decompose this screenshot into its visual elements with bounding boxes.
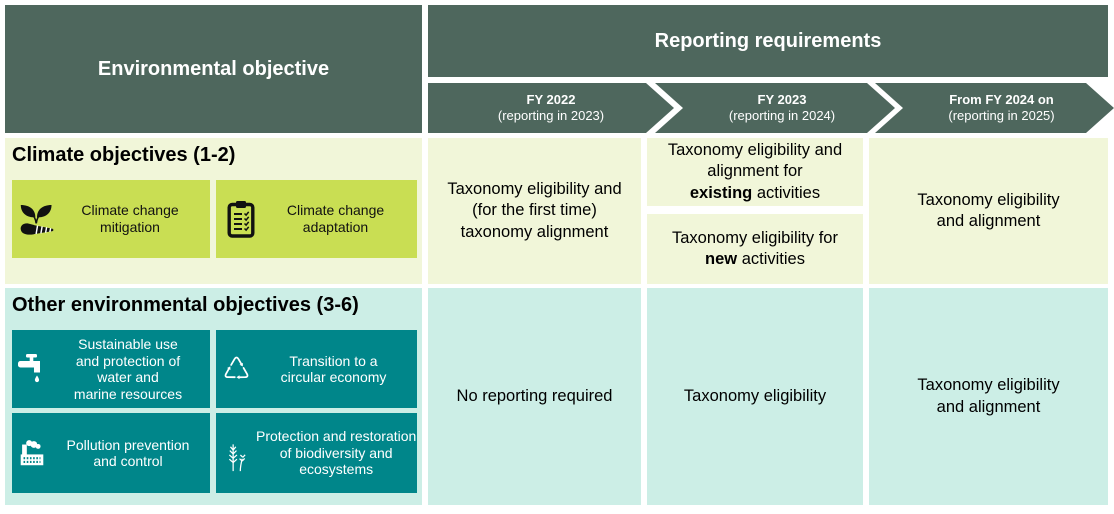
- circular-economy-box: Transition to a circular economy: [216, 330, 417, 408]
- environmental-objective-title: Environmental objective: [97, 57, 330, 80]
- other-objectives-panel: Other environmental objectives (3-6) Sus…: [5, 288, 422, 505]
- cell-climate-fy2024: Taxonomy eligibility and alignment: [869, 138, 1108, 284]
- fy2022-title: FY 2022: [526, 92, 576, 107]
- cell-climate-fy2023-existing: Taxonomy eligibility and alignment for ex…: [647, 138, 863, 206]
- reporting-requirements-header: Reporting requirements: [428, 5, 1108, 77]
- cell-climate-fy2023-new-text: Taxonomy eligibility for new activities: [672, 228, 838, 271]
- existing-bold: existing: [689, 183, 753, 202]
- reporting-requirements-title: Reporting requirements: [654, 29, 882, 52]
- cell-other-fy2024-text: Taxonomy eligibility and alignment: [917, 376, 1060, 416]
- fy2024-subtitle: (reporting in 2025): [948, 108, 1055, 123]
- timeline-arrow-fy2024: From FY 2024 on (reporting in 2025): [875, 83, 1114, 133]
- new-bold: new: [705, 250, 738, 268]
- climate-adaptation-label: Climate change adaptation: [286, 201, 385, 236]
- fy2023-title: FY 2023: [757, 92, 807, 107]
- climate-mitigation-label: Climate change mitigation: [81, 201, 179, 236]
- fy2023-subtitle: (reporting in 2024): [728, 108, 836, 123]
- climate-change-mitigation-icon: [12, 200, 62, 238]
- other-objectives-title: Other environmental objectives (3-6): [12, 294, 359, 316]
- new-cell-line: Taxonomy eligibility for: [672, 228, 838, 247]
- cell-climate-fy2023-existing-text: Taxonomy eligibility and alignment for ex…: [668, 140, 842, 205]
- water-label: Sustainable use and protection of water an…: [73, 336, 183, 402]
- cell-climate-fy2022: Taxonomy eligibility and (for the first t…: [428, 138, 641, 284]
- cell-climate-fy2023-new: Taxonomy eligibility for new activities: [647, 214, 863, 284]
- water-icon: [12, 352, 52, 386]
- biodiversity-box: Protection and restoration of biodiversit…: [216, 413, 417, 493]
- fy2024-title: From FY 2024 on: [949, 92, 1054, 107]
- pollution-box: Pollution prevention and control: [12, 413, 210, 493]
- timeline-label-fy2023: FY 2023 (reporting in 2024): [729, 92, 835, 124]
- fy2022-subtitle: (reporting in 2023): [497, 108, 605, 123]
- climate-objectives-panel: Climate objectives (1-2) Climate change m…: [5, 138, 422, 284]
- cell-climate-fy2024-text: Taxonomy eligibility and alignment: [917, 190, 1060, 231]
- environmental-objective-header: Environmental objective: [5, 5, 422, 133]
- timeline-label-fy2024: From FY 2024 on (reporting in 2025): [948, 92, 1054, 124]
- cell-other-fy2022-text: No reporting required: [456, 386, 613, 405]
- circular-economy-label: Transition to a circular economy: [280, 352, 387, 386]
- cell-other-fy2022: No reporting required: [428, 288, 641, 505]
- pollution-icon: [12, 437, 52, 469]
- climate-objectives-title: Climate objectives (1-2): [12, 144, 236, 166]
- biodiversity-label: Protection and restoration of biodiversit…: [256, 428, 417, 478]
- cell-other-fy2023-text: Taxonomy eligibility: [683, 386, 827, 405]
- water-box: Sustainable use and protection of water an…: [12, 330, 210, 408]
- existing-cell-lines: Taxonomy eligibility and alignment for: [667, 140, 843, 181]
- new-suffix: activities: [737, 250, 805, 268]
- biodiversity-icon: [216, 433, 256, 473]
- cell-other-fy2023: Taxonomy eligibility: [647, 288, 863, 505]
- circular-economy-icon: [216, 353, 256, 386]
- climate-change-adaptation-icon: [216, 199, 266, 239]
- existing-suffix: activities: [752, 183, 821, 202]
- pollution-label: Pollution prevention and control: [66, 436, 190, 470]
- cell-other-fy2024: Taxonomy eligibility and alignment: [869, 288, 1108, 505]
- timeline-arrow-fy2023: FY 2023 (reporting in 2024): [655, 83, 895, 133]
- timeline-arrow-fy2022: FY 2022 (reporting in 2023): [428, 83, 674, 133]
- climate-adaptation-box: Climate change adaptation: [216, 180, 417, 258]
- climate-mitigation-box: Climate change mitigation: [12, 180, 210, 258]
- timeline-label-fy2022: FY 2022 (reporting in 2023): [498, 92, 604, 124]
- cell-climate-fy2022-text: Taxonomy eligibility and (for the first t…: [447, 179, 622, 241]
